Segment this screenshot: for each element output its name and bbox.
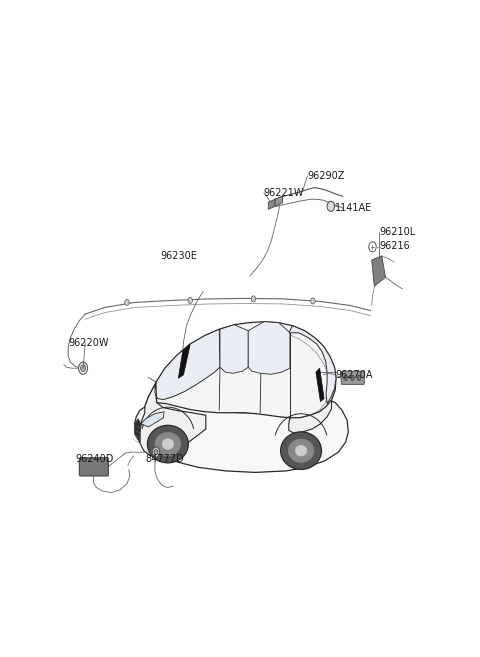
Circle shape xyxy=(327,201,335,212)
Text: 96216: 96216 xyxy=(379,240,410,251)
Ellipse shape xyxy=(162,439,174,449)
Ellipse shape xyxy=(281,432,322,470)
Polygon shape xyxy=(372,256,385,286)
Text: 96210L: 96210L xyxy=(379,227,415,237)
Circle shape xyxy=(251,296,256,302)
Circle shape xyxy=(188,298,192,304)
Text: 96290Z: 96290Z xyxy=(307,171,345,181)
Circle shape xyxy=(81,365,85,372)
Polygon shape xyxy=(289,326,336,403)
Ellipse shape xyxy=(288,439,314,463)
Circle shape xyxy=(344,375,348,380)
Polygon shape xyxy=(155,329,220,399)
FancyBboxPatch shape xyxy=(341,371,364,384)
Polygon shape xyxy=(140,385,206,456)
Polygon shape xyxy=(220,325,248,373)
Polygon shape xyxy=(134,397,348,472)
Circle shape xyxy=(311,298,315,304)
Polygon shape xyxy=(289,400,332,433)
Polygon shape xyxy=(145,322,336,418)
Ellipse shape xyxy=(147,425,188,463)
Polygon shape xyxy=(134,419,141,443)
Polygon shape xyxy=(275,196,282,206)
Circle shape xyxy=(369,242,376,252)
Polygon shape xyxy=(268,199,275,210)
Text: 96221W: 96221W xyxy=(264,188,304,198)
FancyBboxPatch shape xyxy=(79,458,108,476)
Circle shape xyxy=(79,362,87,374)
Circle shape xyxy=(357,375,361,380)
Circle shape xyxy=(152,447,160,457)
Text: 1141AE: 1141AE xyxy=(335,203,372,213)
Ellipse shape xyxy=(295,445,307,456)
Text: 96240D: 96240D xyxy=(75,454,113,464)
Polygon shape xyxy=(248,322,290,374)
Polygon shape xyxy=(141,412,164,427)
Circle shape xyxy=(154,449,158,455)
Text: 96230E: 96230E xyxy=(160,251,197,261)
Circle shape xyxy=(125,300,129,306)
Text: 96220W: 96220W xyxy=(68,338,108,348)
Circle shape xyxy=(350,375,354,380)
Text: 96270A: 96270A xyxy=(335,370,373,380)
Ellipse shape xyxy=(155,432,180,456)
Polygon shape xyxy=(316,368,324,401)
Polygon shape xyxy=(178,344,190,378)
Text: 84777D: 84777D xyxy=(145,454,184,464)
